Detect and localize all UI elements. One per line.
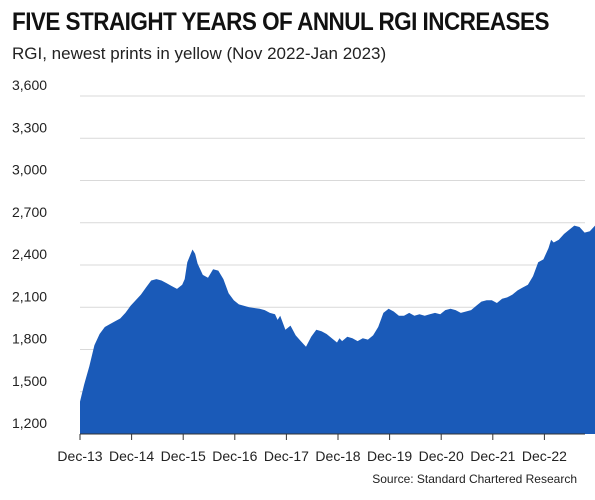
y-tick-label: 3,600 bbox=[12, 77, 47, 93]
y-tick-label: 3,000 bbox=[12, 162, 47, 178]
x-tick-label: Dec-14 bbox=[109, 448, 154, 464]
y-tick-label: 1,800 bbox=[12, 331, 47, 347]
y-tick-label: 3,300 bbox=[12, 119, 47, 135]
y-tick-label: 1,200 bbox=[12, 415, 47, 431]
x-tick-label: Dec-15 bbox=[161, 448, 206, 464]
x-tick-label: Dec-16 bbox=[212, 448, 257, 464]
x-tick-label: Dec-21 bbox=[470, 448, 515, 464]
x-tick-label: Dec-19 bbox=[367, 448, 412, 464]
y-tick-label: 2,700 bbox=[12, 204, 47, 220]
y-tick-label: 1,500 bbox=[12, 373, 47, 389]
chart-source: Source: Standard Chartered Research bbox=[372, 472, 577, 486]
data-areas bbox=[80, 225, 595, 434]
x-tick-label: Dec-20 bbox=[419, 448, 464, 464]
x-tick-label: Dec-22 bbox=[522, 448, 567, 464]
x-tick-label: Dec-18 bbox=[315, 448, 360, 464]
y-tick-label: 2,400 bbox=[12, 246, 47, 262]
y-axis-labels: 1,200 1,500 1,800 2,100 2,400 2,700 3,000 3,300… bbox=[12, 77, 47, 431]
rgi-area-main bbox=[80, 225, 595, 434]
chart-title: FIVE STRAIGHT YEARS OF ANNUL RGI INCREAS… bbox=[12, 8, 550, 36]
chart-subtitle: RGI, newest prints in yellow (Nov 2022-J… bbox=[12, 44, 387, 63]
y-tick-label: 2,100 bbox=[12, 288, 47, 304]
x-tick-label: Dec-13 bbox=[57, 448, 102, 464]
x-tick-label: Dec-17 bbox=[264, 448, 309, 464]
x-axis-labels: Dec-13 Dec-14 Dec-15 Dec-16 Dec-17 Dec-18 Dec-… bbox=[57, 434, 567, 464]
